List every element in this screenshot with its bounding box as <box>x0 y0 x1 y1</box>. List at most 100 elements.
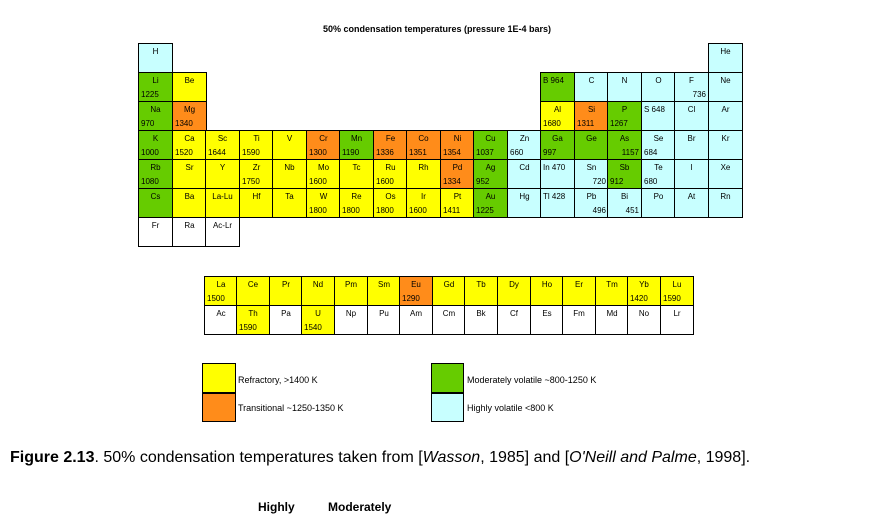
condensation-temperature: 1520 <box>175 148 193 157</box>
condensation-temperature: 1351 <box>409 148 427 157</box>
element-symbol: Re <box>351 192 362 201</box>
element-symbol: Cr <box>319 134 328 143</box>
element-cell-ce: Ce <box>236 276 270 306</box>
element-cell-gd: Gd <box>432 276 466 306</box>
element-symbol: Nb <box>284 163 295 172</box>
element-symbol: Nd <box>312 280 324 289</box>
element-cell-la: La 1500 <box>204 276 238 306</box>
condensation-temperature: 1800 <box>309 206 327 215</box>
element-cell-no: No <box>627 305 661 335</box>
caption-ref-oneill-palme: O'Neill and Palme <box>569 449 697 466</box>
condensation-temperature: 1750 <box>242 177 260 186</box>
element-symbol: Mo <box>317 163 330 172</box>
condensation-temperature: 720 <box>592 177 606 186</box>
element-cell-ir: Ir 1600 <box>406 188 441 218</box>
condensation-temperature: 1680 <box>543 119 561 128</box>
element-cell-ru: Ru 1600 <box>373 159 408 189</box>
element-symbol: Al <box>553 105 562 114</box>
element-symbol: Ag <box>485 163 496 172</box>
element-symbol: Tb <box>476 280 486 289</box>
element-symbol: Ru <box>385 163 396 172</box>
condensation-temperature: 1157 <box>621 148 639 157</box>
condensation-temperature: 1000 <box>141 148 159 157</box>
element-cell-b: B 964 <box>540 72 575 102</box>
condensation-temperature: 684 <box>644 148 658 157</box>
element-cell-y: Y <box>205 159 240 189</box>
element-symbol: Ce <box>247 280 259 289</box>
condensation-temperature: 1300 <box>309 148 327 157</box>
condensation-temperature: 1644 <box>208 148 226 157</box>
element-symbol: Ac-Lr <box>212 221 233 230</box>
condensation-temperature: 680 <box>644 177 658 186</box>
element-symbol: Ta <box>285 192 294 201</box>
element-cell-pr: Pr <box>269 276 303 306</box>
element-symbol: He <box>720 47 731 56</box>
legend-label-high: Highly volatile <800 K <box>467 403 554 413</box>
element-cell-eu: Eu 1290 <box>399 276 433 306</box>
element-cell-np: Np <box>334 305 368 335</box>
element-cell-nb: Nb <box>272 159 307 189</box>
element-cell-au: Au 1225 <box>473 188 508 218</box>
element-cell-tm: Tm <box>595 276 629 306</box>
element-symbol: Sr <box>185 163 194 172</box>
caption-text-mid: , 1985] and [ <box>480 449 570 466</box>
element-cell-sm: Sm <box>367 276 401 306</box>
element-symbol: Ho <box>541 280 553 289</box>
element-symbol: C <box>588 76 595 85</box>
legend-label-moderate: Moderately volatile ~800-1250 K <box>467 375 597 385</box>
element-symbol: Pt <box>453 192 462 201</box>
condensation-temperature: 1420 <box>630 294 648 303</box>
element-symbol: Eu <box>411 280 421 289</box>
element-cell-pd: Pd 1334 <box>440 159 475 189</box>
element-symbol: Cd <box>519 163 530 172</box>
element-symbol: Te <box>654 163 663 172</box>
element-symbol: Kr <box>721 134 730 143</box>
condensation-temperature: 496 <box>592 206 606 215</box>
element-cell-fe: Fe 1336 <box>373 130 408 160</box>
condensation-temperature: 1600 <box>409 206 427 215</box>
element-cell-bi: Bi 451 <box>607 188 642 218</box>
condensation-temperature: 1190 <box>342 148 360 157</box>
element-cell-nd: Nd <box>301 276 335 306</box>
condensation-temperature: 1540 <box>304 323 322 332</box>
element-cell-am: Am <box>399 305 433 335</box>
element-cell-ne: Ne <box>708 72 743 102</box>
element-symbol: Si <box>587 105 596 114</box>
element-symbol: B 964 <box>543 76 564 85</box>
element-cell-p: P 1267 <box>607 101 642 131</box>
condensation-temperature: 1800 <box>376 206 394 215</box>
element-symbol: Zr <box>252 163 261 172</box>
element-cell-pu: Pu <box>367 305 401 335</box>
element-symbol: Ir <box>421 192 426 201</box>
condensation-temperature: 1354 <box>443 148 461 157</box>
element-cell-f: F 736 <box>674 72 709 102</box>
element-symbol: Cm <box>442 309 456 318</box>
element-symbol: Hf <box>252 192 261 201</box>
element-symbol: Mg <box>183 105 196 114</box>
element-symbol: Bk <box>476 309 486 318</box>
element-symbol: Os <box>385 192 396 201</box>
element-symbol: Cs <box>150 192 161 201</box>
element-cell-zr: Zr 1750 <box>239 159 274 189</box>
element-cell-al: Al 1680 <box>540 101 575 131</box>
figure-label: Figure 2.13 <box>10 449 95 466</box>
caption-text-after: , 1998]. <box>696 449 751 466</box>
condensation-temperature: 736 <box>692 90 706 99</box>
element-symbol: In 470 <box>543 163 566 172</box>
element-cell-sb: Sb 912 <box>607 159 642 189</box>
element-symbol: Yb <box>639 280 649 289</box>
element-cell-br: Br <box>674 130 709 160</box>
element-symbol: Br <box>687 134 696 143</box>
caption-text-before: . 50% condensation temperatures taken fr… <box>94 449 423 466</box>
element-symbol: Li <box>152 76 159 85</box>
element-symbol: La <box>216 280 226 289</box>
legend-swatch-refractory <box>202 363 236 393</box>
element-symbol: Be <box>184 76 195 85</box>
element-symbol: Sn <box>586 163 597 172</box>
element-symbol: Pu <box>379 309 389 318</box>
element-cell-te: Te 680 <box>641 159 676 189</box>
element-cell-be: Be <box>172 72 207 102</box>
figure-caption: Figure 2.13. 50% condensation temperatur… <box>10 448 870 468</box>
element-cell-rn: Rn <box>708 188 743 218</box>
element-symbol: Ba <box>184 192 195 201</box>
